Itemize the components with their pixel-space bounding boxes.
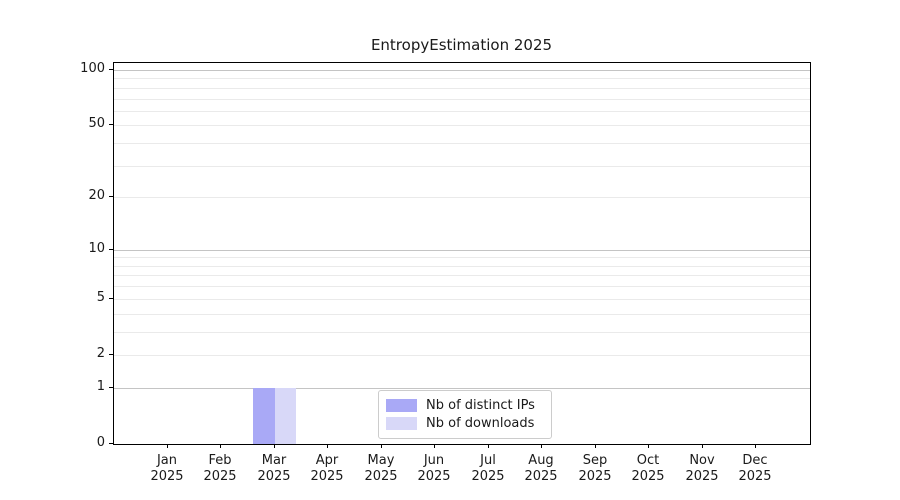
x-tick-mark-aug	[541, 444, 542, 448]
x-tick-mark-nov	[702, 444, 703, 448]
x-tick-label-dec: Dec 2025	[738, 453, 772, 484]
y-tick-mark-100	[109, 69, 113, 70]
y-gridline-90	[114, 78, 810, 79]
y-gridline-60	[114, 111, 810, 112]
x-tick-label-jan: Jan 2025	[150, 453, 184, 484]
x-tick-label-oct: Oct 2025	[631, 453, 665, 484]
y-tick-mark-50	[109, 124, 113, 125]
x-tick-mark-jan	[167, 444, 168, 448]
y-tick-label-5: 5	[96, 290, 105, 305]
x-tick-label-sep: Sep 2025	[578, 453, 612, 484]
y-tick-mark-5	[109, 298, 113, 299]
y-tick-mark-2	[109, 354, 113, 355]
legend-item-downloads: Nb of downloads	[386, 417, 542, 430]
y-gridline-7	[114, 275, 810, 276]
x-tick-label-jun: Jun 2025	[417, 453, 451, 484]
y-gridline-30	[114, 166, 810, 167]
y-tick-label-1: 1	[96, 379, 105, 394]
legend: Nb of distinct IPs Nb of downloads	[378, 390, 552, 439]
y-tick-mark-1	[109, 387, 113, 388]
y-gridline-1	[114, 388, 810, 389]
x-tick-label-may: May 2025	[364, 453, 398, 484]
y-gridline-10	[114, 250, 810, 251]
x-tick-label-mar: Mar 2025	[257, 453, 291, 484]
legend-label-downloads: Nb of downloads	[426, 416, 535, 431]
y-tick-label-0: 0	[96, 435, 105, 450]
distinct-ips-swatch	[386, 399, 417, 412]
x-tick-mark-jun	[434, 444, 435, 448]
y-tick-label-100: 100	[80, 61, 105, 76]
legend-item-distinct-ips: Nb of distinct IPs	[386, 399, 542, 412]
x-tick-mark-jul	[488, 444, 489, 448]
y-gridline-2	[114, 355, 810, 356]
plot-area	[113, 62, 811, 445]
bar-mar-series-0	[253, 388, 275, 444]
y-gridline-9	[114, 257, 810, 258]
x-tick-mark-feb	[220, 444, 221, 448]
y-gridline-70	[114, 99, 810, 100]
y-tick-mark-0	[109, 443, 113, 444]
downloads-swatch	[386, 417, 417, 430]
chart-title: EntropyEstimation 2025	[370, 36, 553, 54]
x-tick-label-nov: Nov 2025	[685, 453, 719, 484]
y-gridline-5	[114, 299, 810, 300]
y-gridline-80	[114, 88, 810, 89]
y-gridline-50	[114, 125, 810, 126]
y-tick-label-10: 10	[88, 241, 105, 256]
y-gridline-40	[114, 143, 810, 144]
x-tick-mark-sep	[595, 444, 596, 448]
y-tick-mark-10	[109, 249, 113, 250]
y-gridline-20	[114, 197, 810, 198]
y-gridline-6	[114, 286, 810, 287]
y-tick-label-50: 50	[88, 116, 105, 131]
y-tick-mark-20	[109, 196, 113, 197]
x-tick-label-jul: Jul 2025	[471, 453, 505, 484]
x-tick-label-apr: Apr 2025	[310, 453, 344, 484]
x-tick-mark-oct	[648, 444, 649, 448]
y-gridline-3	[114, 332, 810, 333]
y-gridline-4	[114, 314, 810, 315]
x-tick-label-aug: Aug 2025	[524, 453, 558, 484]
y-gridline-8	[114, 266, 810, 267]
x-tick-mark-dec	[755, 444, 756, 448]
x-tick-mark-apr	[327, 444, 328, 448]
y-tick-label-20: 20	[88, 188, 105, 203]
y-gridline-100	[114, 70, 810, 71]
x-tick-mark-mar	[274, 444, 275, 448]
y-tick-label-2: 2	[96, 346, 105, 361]
x-tick-mark-may	[381, 444, 382, 448]
bar-mar-series-1	[274, 388, 297, 444]
legend-label-distinct-ips: Nb of distinct IPs	[426, 398, 535, 413]
x-tick-label-feb: Feb 2025	[203, 453, 237, 484]
